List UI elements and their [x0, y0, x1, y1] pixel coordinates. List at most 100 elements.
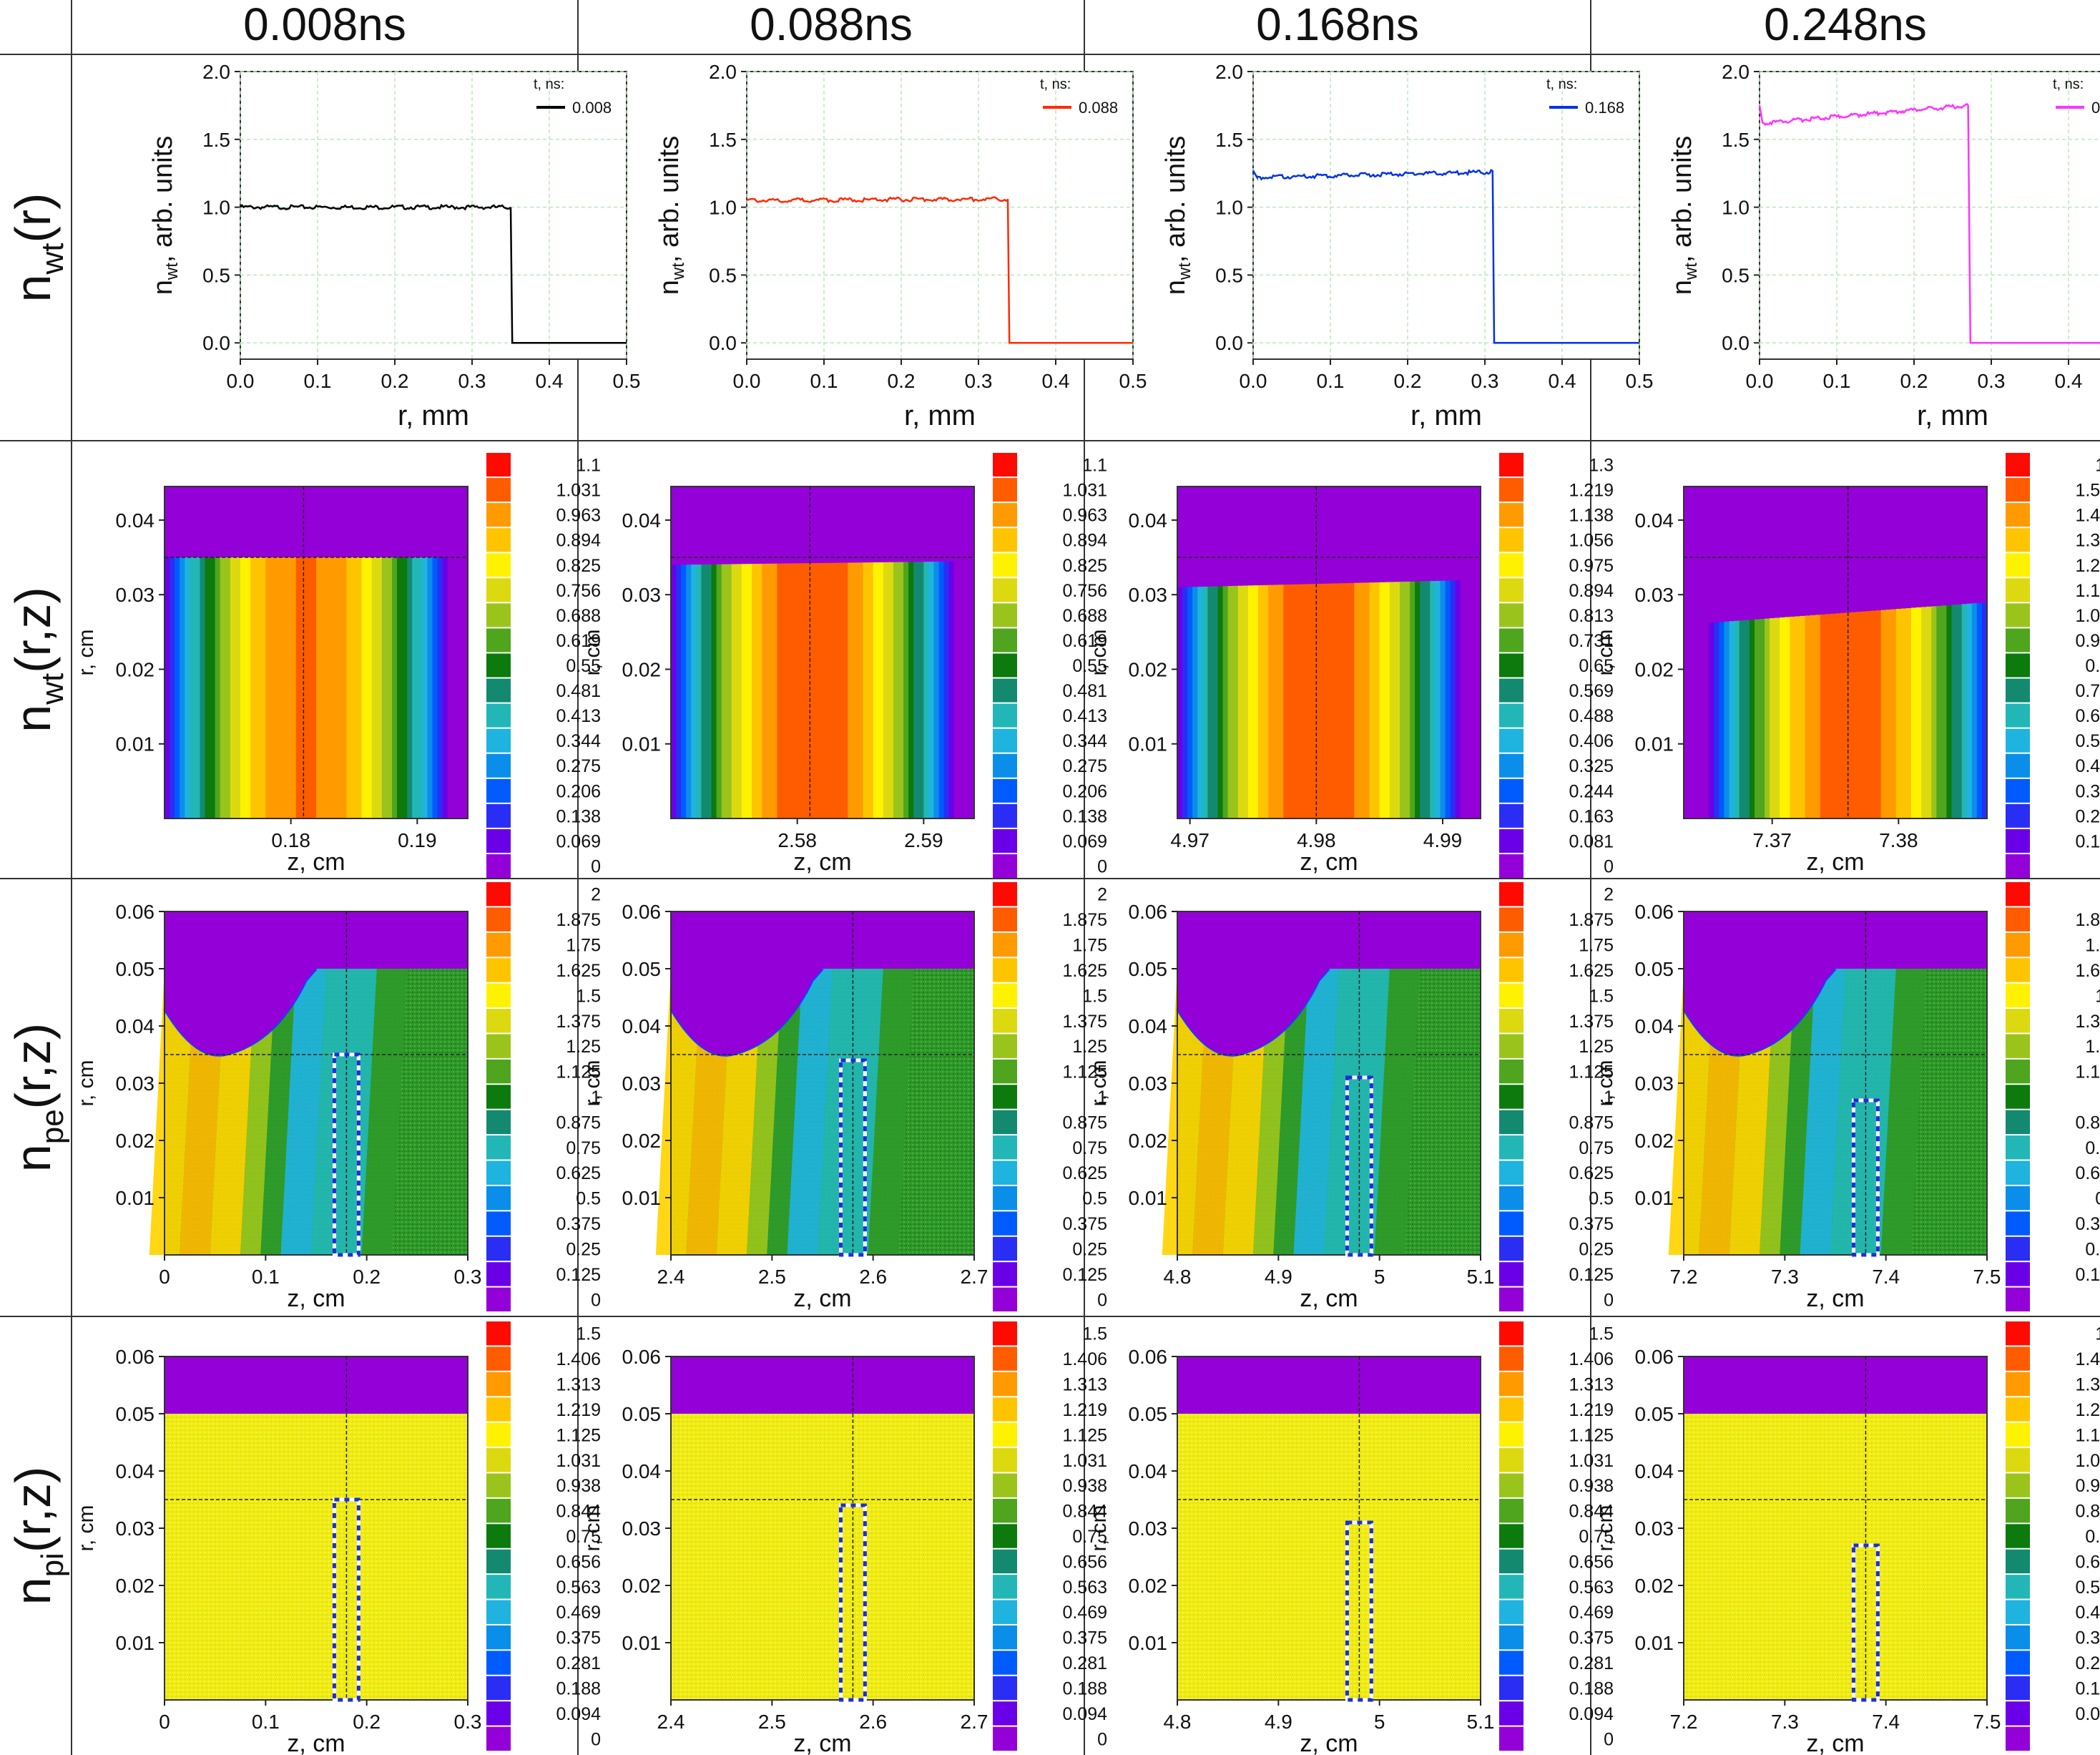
colorbar-label: 0.744: [2075, 681, 2100, 701]
colorbar-label: 0.375: [2075, 1214, 2100, 1234]
colorbar-label: 1.375: [1062, 1012, 1107, 1032]
colorbar-swatch: [993, 1186, 1017, 1211]
x-axis-label: z, cm: [287, 849, 345, 876]
heatmap-strip: [386, 557, 393, 818]
heatmap-strip: [310, 557, 317, 818]
y-axis-label: r, cm: [74, 1060, 98, 1107]
colorbar-label: 0.138: [1062, 806, 1107, 826]
heatmap-strip: [1870, 610, 1877, 818]
colorbar-label: 0.375: [1569, 1214, 1614, 1234]
colorbar-swatch: [993, 1397, 1017, 1422]
colorbar-swatch: [1499, 1600, 1524, 1624]
colorbar-label: 1.625: [556, 961, 601, 981]
colorbar-label: 1.406: [1062, 1349, 1107, 1369]
x-axis-label: r, mm: [398, 400, 469, 431]
density-band: [1780, 969, 1815, 1255]
colorbar-label: 0.75: [1579, 1138, 1614, 1158]
heatmap-strip: [215, 557, 221, 818]
heatmap-strip: [200, 557, 206, 818]
heatmap-strip: [1704, 622, 1709, 818]
heatmap-strip: [1709, 622, 1714, 818]
colorbar-label: 1.5: [576, 1324, 601, 1344]
colorbar-swatch: [2006, 453, 2030, 477]
colorbar-swatch: [1499, 828, 1524, 853]
heatmap-strip: [407, 557, 413, 818]
heatmap-strip: [462, 557, 468, 818]
colorbar-swatch: [486, 778, 511, 803]
colorbar-label: 0.481: [1062, 681, 1107, 701]
heatmap-strip: [878, 562, 884, 818]
y-tick-label: 0.04: [1129, 1015, 1168, 1037]
x-axis-label: r, mm: [1917, 400, 1988, 431]
colorbar-label: 0.656: [2075, 1552, 2100, 1572]
x-tick-label: 2.4: [657, 1711, 685, 1733]
colorbar-swatch: [1499, 1034, 1524, 1058]
colorbar-label: 0.619: [556, 631, 601, 651]
colorbar-swatch: [486, 1625, 511, 1650]
heatmap-strip: [1936, 605, 1942, 818]
colorbar-swatch: [486, 1422, 511, 1447]
heatmap-strip: [230, 557, 236, 818]
x-tick-label: 2.6: [859, 1711, 887, 1733]
heatmap-strip: [412, 557, 418, 818]
x-axis-label: z, cm: [1806, 1730, 1864, 1755]
plot-frame: [1759, 71, 2100, 360]
heatmap-strip: [1303, 584, 1310, 818]
colorbar-label: 1.219: [556, 1400, 601, 1420]
series-line: [240, 203, 627, 344]
heatmap-strip: [417, 557, 423, 818]
line-panel-2: 0.0 0.1 0.2 0.3 0.4 0.5 0.0 0.5 1.0 1.5 2.0 r, mm nw…: [1161, 61, 1653, 431]
y-axis-label: r, cm: [1087, 1505, 1111, 1552]
heatmap-strip: [1865, 611, 1872, 818]
heatmap-strip: [422, 557, 428, 818]
colorbar-label: 0.963: [1062, 506, 1107, 526]
colorbar-swatch: [486, 1186, 511, 1211]
colorbar-swatch: [1499, 1160, 1524, 1185]
bunch-outline-blue: [1851, 1543, 1880, 1702]
y-tick-label: 0.02: [1129, 1575, 1168, 1597]
heatmap-strip: [165, 557, 170, 818]
heatmap-strip: [376, 557, 383, 818]
heatmap-strip: [1207, 586, 1214, 818]
x-axis-label: r, mm: [1410, 400, 1482, 431]
heatmap-strip: [757, 564, 762, 818]
y-tick-label: 1.5: [1215, 129, 1243, 151]
colorbar-label: 0.375: [2075, 1628, 2100, 1648]
colorbar-swatch: [1499, 1726, 1524, 1751]
colorbar-swatch: [2006, 778, 2030, 803]
colorbar-swatch: [993, 678, 1017, 703]
colorbar-swatch: [993, 1034, 1017, 1058]
colorbar-label: 0.938: [1569, 1476, 1614, 1496]
colorbar-label: 1.875: [1062, 910, 1107, 930]
y-axis-label-rest: , arb. units: [148, 136, 178, 263]
y-axis-label-rest: , arb. units: [1161, 136, 1191, 263]
y-tick-label: 0.04: [622, 1015, 662, 1037]
colorbar-swatch: [1499, 1701, 1524, 1726]
heatmap-strip: [1425, 581, 1431, 818]
nwt-heatmap-panel-1: 2.58 2.59 0.01 0.02 0.03 0.04 z, cm r, cm 1.1 1.0…: [581, 453, 1107, 878]
colorbar-label: 0: [1097, 1290, 1107, 1310]
colorbar-swatch: [993, 1600, 1017, 1624]
colorbar-label: 0.875: [2075, 1113, 2100, 1133]
heatmap-strip: [1724, 621, 1730, 818]
heatmap-strip: [898, 562, 904, 818]
heatmap-strip: [1253, 585, 1259, 818]
colorbar-label: 1.75: [1072, 936, 1107, 956]
colorbar-swatch: [993, 653, 1017, 678]
heatmap-strip: [1202, 586, 1208, 818]
colorbar-label: 0.206: [556, 781, 601, 801]
colorbar-swatch: [993, 553, 1017, 577]
heatmap-strip: [1278, 585, 1284, 818]
colorbar-label: 1.125: [1062, 1062, 1107, 1082]
colorbar-swatch: [2006, 1236, 2030, 1261]
heatmap-strip: [711, 564, 717, 818]
x-tick-label: 7.5: [1973, 1711, 2001, 1733]
colorbar-label: 0.069: [556, 831, 601, 851]
colorbar-swatch: [2006, 828, 2030, 853]
colorbar-swatch: [993, 1372, 1017, 1397]
colorbar-label: 1.75: [566, 936, 601, 956]
x-tick-label: 4.8: [1164, 1711, 1192, 1733]
npe-heatmap-panel-2: 4.8 4.9 5 5.1 0.01 0.02 0.03 0.04 0.05 0.06 z, cm r…: [1087, 882, 1614, 1312]
colorbar-label: 0.081: [1569, 831, 1614, 851]
heatmap-strip: [1860, 611, 1866, 818]
